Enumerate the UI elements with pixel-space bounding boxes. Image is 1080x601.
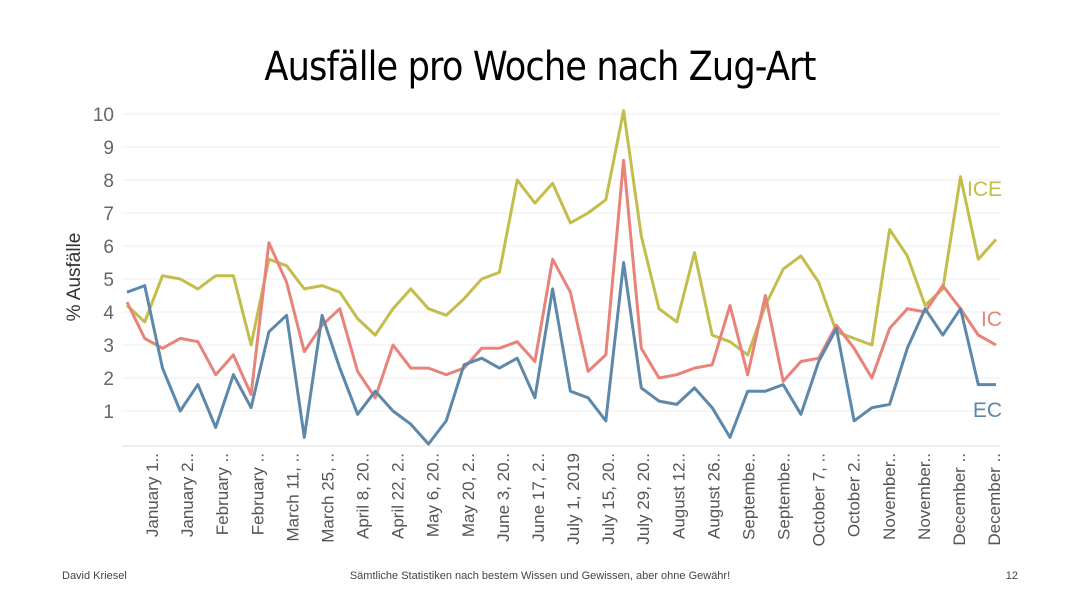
y-tick-label: 9 — [103, 138, 114, 159]
series-label-ice: ICE — [967, 178, 1002, 201]
x-tick-label: July 29, 20.. — [634, 453, 653, 545]
x-tick-label: November.. — [880, 453, 899, 540]
y-tick-label: 4 — [103, 303, 114, 324]
footer-disclaimer: Sämtliche Statistiken nach bestem Wissen… — [349, 570, 731, 582]
x-tick-label: April 22, 2.. — [389, 453, 408, 539]
x-tick-label: March 11, .. — [283, 453, 302, 542]
x-axis: January 1.. January 2.. February .. Februar… — [122, 445, 1004, 547]
y-axis: 1 2 3 4 5 6 7 8 9 10 — [93, 105, 115, 423]
x-tick-label: December .. — [985, 453, 1004, 546]
y-tick-label: 10 — [93, 105, 114, 126]
y-tick-label: 7 — [103, 204, 114, 225]
x-tick-label: April 8, 20.. — [354, 453, 373, 539]
y-tick-label: 1 — [103, 402, 114, 423]
x-tick-label: February .. — [213, 453, 232, 535]
y-tick-label: 6 — [103, 237, 114, 258]
x-tick-label: June 17, 2.. — [529, 453, 548, 542]
page-number: 12 — [1005, 570, 1018, 582]
x-tick-label: January 1.. — [143, 453, 162, 537]
y-tick-label: 5 — [103, 270, 114, 291]
x-tick-label: August 12.. — [669, 453, 688, 539]
chart-title: Ausfälle pro Woche nach Zug-Art — [264, 44, 816, 90]
series-line-ec — [126, 261, 996, 446]
series-labels: ICE IC EC — [967, 178, 1002, 422]
y-tick-label: 2 — [103, 369, 114, 390]
x-tick-label: November.. — [915, 453, 934, 540]
x-tick-label: March 25, .. — [318, 453, 337, 543]
x-tick-label: July 1, 2019 — [564, 453, 583, 545]
x-tick-label: May 20, 2.. — [459, 453, 478, 537]
x-tick-label: August 26.. — [704, 453, 723, 539]
series-lines — [125, 109, 998, 446]
x-tick-label: October 7, .. — [810, 453, 829, 547]
x-tick-label: Septembe.. — [775, 453, 794, 540]
x-tick-label: June 3, 20.. — [494, 453, 513, 542]
series-label-ic: IC — [981, 308, 1002, 331]
x-tick-label: May 6, 20.. — [424, 453, 443, 537]
x-tick-label: February .. — [248, 453, 267, 535]
x-tick-label: Septembe.. — [739, 453, 758, 540]
y-tick-label: 8 — [103, 171, 114, 192]
series-label-ec: EC — [973, 399, 1002, 422]
footer-author: David Kriesel — [62, 570, 127, 582]
x-tick-label: December .. — [950, 453, 969, 546]
x-tick-label: January 2.. — [178, 453, 197, 537]
series-line-ic — [125, 158, 997, 400]
y-tick-label: 3 — [103, 336, 114, 357]
series-line-ice — [125, 109, 998, 357]
x-tick-label: October 2.. — [845, 453, 864, 537]
x-tick-label: July 15, 20.. — [599, 453, 618, 545]
y-axis-label: % Ausfälle — [64, 233, 85, 322]
